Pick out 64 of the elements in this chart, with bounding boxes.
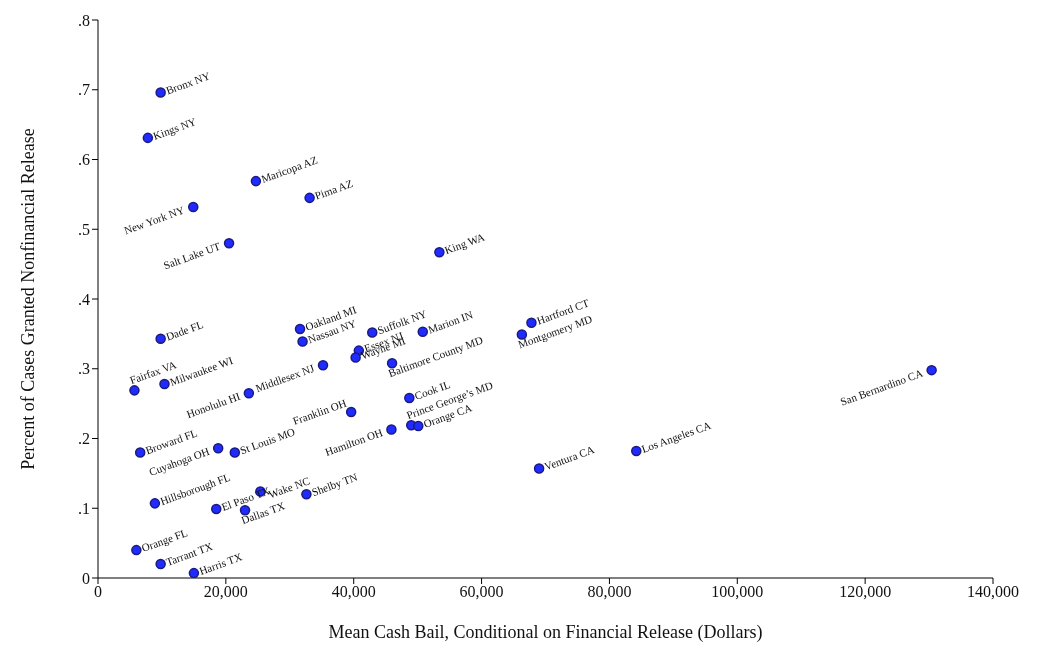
y-tick-label: .1	[78, 499, 90, 517]
data-label: Kings NY	[151, 115, 198, 142]
data-label: Franklin OH	[291, 396, 348, 427]
point	[345, 406, 357, 418]
data-label: St Louis MO	[238, 425, 297, 457]
point	[129, 385, 140, 396]
point	[350, 352, 361, 363]
point	[366, 327, 378, 338]
x-tick-label: 60,000	[459, 583, 504, 601]
point	[155, 87, 166, 98]
point	[155, 558, 166, 570]
point	[533, 463, 545, 474]
y-tick-label: .3	[78, 360, 90, 378]
point	[294, 323, 306, 335]
point	[142, 132, 154, 144]
y-tick-label: .5	[78, 220, 90, 238]
point	[243, 387, 255, 399]
data-label: Salt Lake UT	[161, 239, 222, 272]
point	[188, 567, 200, 578]
point	[317, 360, 329, 371]
point	[297, 336, 308, 347]
y-tick-label: .7	[78, 81, 90, 99]
point	[404, 392, 415, 404]
x-tick-label: 100,000	[711, 583, 764, 601]
y-tick-label: .2	[78, 430, 90, 448]
data-label: King WA	[442, 230, 487, 257]
data-label: Dade FL	[164, 318, 206, 343]
point	[413, 420, 424, 432]
x-tick-label: 120,000	[839, 583, 892, 601]
y-tick-label: .8	[78, 11, 90, 29]
data-label: Ventura CA	[542, 443, 596, 473]
data-label: New York NY	[122, 203, 186, 237]
point	[631, 445, 642, 457]
x-tick-label: 140,000	[967, 583, 1019, 601]
point	[304, 192, 315, 204]
y-tick-label: 0	[82, 569, 90, 587]
y-tick-label: .6	[78, 151, 90, 169]
data-label: Los Angeles CA	[639, 418, 713, 455]
x-axis-title: Mean Cash Bail, Conditional on Financial Release (Dollars)	[328, 622, 763, 643]
point	[223, 237, 235, 249]
point	[301, 489, 312, 500]
data-label: Orange FL	[139, 526, 190, 554]
data-label: Shelby TN	[309, 470, 360, 499]
point	[417, 326, 429, 338]
point	[434, 247, 445, 258]
y-tick-label: .4	[78, 290, 90, 308]
data-label: Bronx NY	[164, 69, 212, 97]
x-tick-label: 0	[94, 583, 102, 601]
data-label: Pima AZ	[313, 176, 355, 202]
point	[212, 443, 224, 454]
x-tick-label: 20,000	[203, 583, 248, 601]
point	[250, 175, 262, 187]
point	[187, 201, 199, 213]
y-axis-title: Percent of Cases Granted Nonfinancial Release	[18, 128, 39, 470]
point	[155, 333, 166, 345]
point	[386, 424, 397, 435]
point	[229, 447, 241, 458]
point	[131, 544, 142, 556]
x-tick-label: 40,000	[331, 583, 376, 601]
data-label: Marion IN	[426, 308, 475, 336]
point	[149, 498, 161, 509]
x-tick-label: 80,000	[587, 583, 632, 601]
point	[134, 447, 146, 458]
point	[926, 364, 937, 376]
